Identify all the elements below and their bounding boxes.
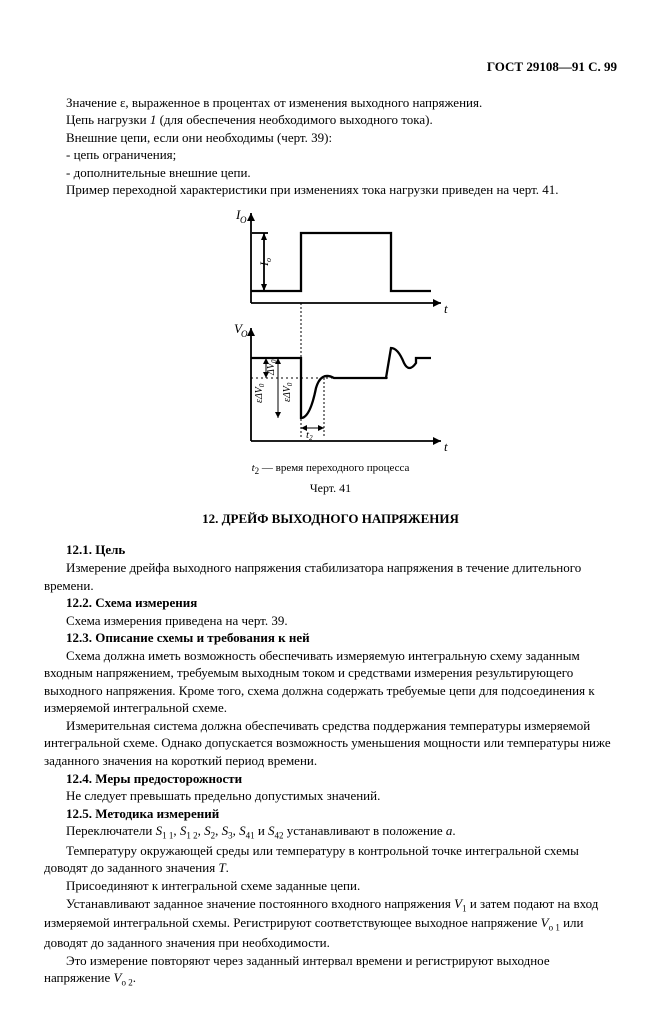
body-text: Измерительная система должна обеспечиват…: [44, 717, 617, 770]
intro-line: Значение ε, выраженное в процентах от из…: [44, 94, 617, 112]
text: Переключатели: [66, 823, 156, 838]
body-text: Не следует превышать предельно допустимы…: [44, 787, 617, 805]
text: o 1: [549, 923, 560, 933]
text: 12.2. Схема измерения: [66, 595, 197, 610]
subsection-head: 12.1. Цель: [44, 541, 617, 559]
text: Устанавливают заданное значение постоянн…: [66, 896, 454, 911]
text: ДРЕЙФ ВЫХОДНОГО НАПРЯЖЕНИЯ: [222, 511, 459, 526]
body-text: Схема измерения приведена на черт. 39.: [44, 612, 617, 630]
text: 1 2: [186, 831, 197, 841]
body-text: Схема должна иметь возможность обеспечив…: [44, 647, 617, 717]
text: 12.: [202, 511, 218, 526]
body-text: Устанавливают заданное значение постоянн…: [44, 895, 617, 952]
text: o 2: [121, 978, 132, 988]
intro-line: - дополнительные внешние цепи.: [44, 164, 617, 182]
figure-41: I O t Io V O t εΔV0 ΔV0 t2 εΔV0 t2 — вре…: [44, 203, 617, 496]
text: 12.4. Меры предосторожности: [66, 771, 242, 786]
subsection-head: 12.2. Схема измерения: [44, 594, 617, 612]
text: 12.3. Описание схемы и требования к ней: [66, 630, 310, 645]
text: 12.1. Цель: [66, 542, 125, 557]
text: 42: [275, 831, 284, 841]
text: .: [133, 970, 136, 985]
body-text: Это измерение повторяют через заданный и…: [44, 952, 617, 989]
svg-text:t: t: [444, 439, 448, 453]
svg-text:εΔV0: εΔV0: [282, 382, 294, 402]
svg-text:Io: Io: [257, 258, 273, 267]
text: .: [452, 823, 455, 838]
figure-caption: t2 — время переходного процесса: [44, 461, 617, 477]
text: 41: [246, 831, 255, 841]
text: .: [226, 860, 229, 875]
svg-text:O: O: [240, 215, 247, 225]
body-text: Измерение дрейфа выходного напряжения ст…: [44, 559, 617, 594]
text: устанавливают в положение: [284, 823, 446, 838]
figure-label: Черт. 41: [44, 480, 617, 496]
intro-line: Цепь нагрузки 1 (для обеспечения необход…: [44, 111, 617, 129]
transient-chart-icon: I O t Io V O t εΔV0 ΔV0 t2 εΔV0: [206, 203, 456, 453]
text: V: [541, 915, 549, 930]
page: ГОСТ 29108—91 С. 99 Значение ε, выраженн…: [0, 0, 661, 1029]
svg-text:t: t: [444, 301, 448, 316]
svg-text:ΔV0: ΔV0: [266, 359, 278, 376]
text: Т: [218, 860, 225, 875]
text: и: [255, 823, 268, 838]
text: Температуру окружающей среды или темпера…: [44, 843, 579, 876]
text: 1 1: [162, 831, 173, 841]
body-text: Переключатели S1 1, S1 2, S2, S3, S41 и …: [44, 822, 617, 842]
section-title: 12. ДРЕЙФ ВЫХОДНОГО НАПРЯЖЕНИЯ: [44, 510, 617, 528]
svg-text:εΔV0: εΔV0: [254, 383, 266, 403]
text: 12.5. Методика измерений: [66, 806, 219, 821]
text: — время переходного процесса: [259, 462, 409, 474]
text: Цепь нагрузки: [66, 112, 150, 127]
subsection-head: 12.3. Описание схемы и требования к ней: [44, 629, 617, 647]
svg-text:t2: t2: [306, 429, 313, 442]
intro-line: Пример переходной характеристики при изм…: [44, 181, 617, 199]
body-text: Присоединяют к интегральной схеме заданн…: [44, 877, 617, 895]
subsection-head: 12.5. Методика измерений: [44, 805, 617, 823]
text: V: [454, 896, 462, 911]
body-text: Температуру окружающей среды или темпера…: [44, 842, 617, 877]
intro-line: - цепь ограничения;: [44, 146, 617, 164]
page-header: ГОСТ 29108—91 С. 99: [44, 58, 617, 76]
text: V: [114, 970, 122, 985]
text: (для обеспечения необходимого выходного …: [156, 112, 432, 127]
intro-line: Внешние цепи, если они необходимы (черт.…: [44, 129, 617, 147]
subsection-head: 12.4. Меры предосторожности: [44, 770, 617, 788]
svg-text:O: O: [241, 329, 248, 339]
